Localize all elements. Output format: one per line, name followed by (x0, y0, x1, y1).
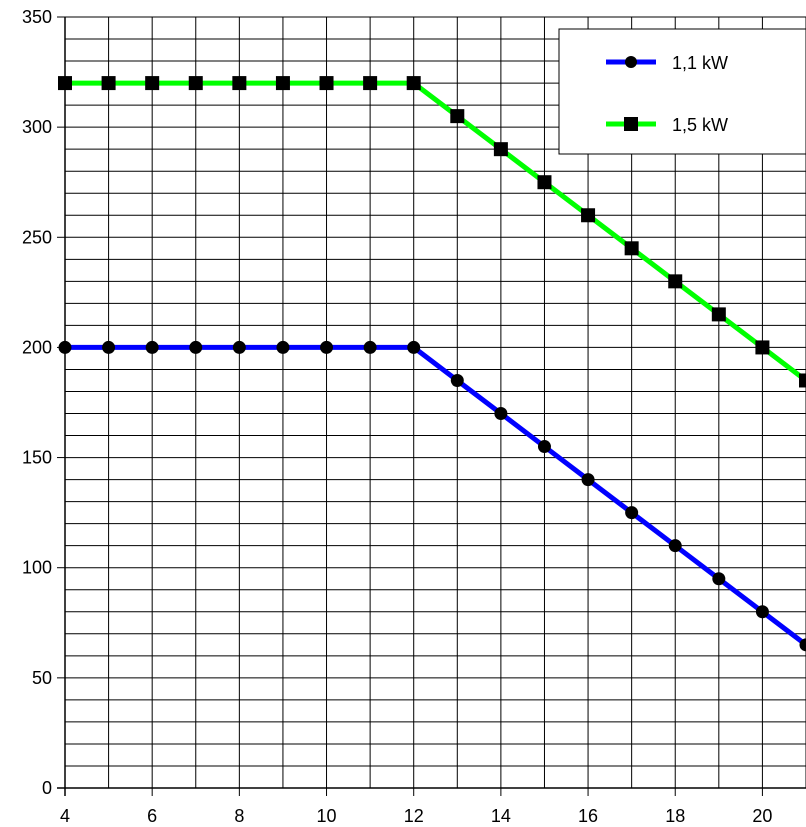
x-tick-label: 16 (578, 806, 598, 826)
data-point-1-1-kw (537, 440, 551, 454)
data-point-1-5-kw (363, 76, 378, 91)
series-line-1-1-kw (65, 344, 806, 647)
x-tick-label: 14 (491, 806, 511, 826)
data-point-1-1-kw (450, 373, 464, 387)
data-point-1-5-kw (581, 208, 596, 223)
data-point-1-5-kw (755, 340, 770, 355)
data-point-1-5-kw (101, 76, 116, 91)
x-tick-label: 12 (404, 806, 424, 826)
legend-marker-1-5-kw (624, 117, 638, 131)
data-point-1-5-kw (406, 76, 421, 91)
data-point-1-1-kw (189, 340, 203, 354)
legend-marker-1-1-kw (625, 56, 637, 68)
data-point-1-1-kw (581, 473, 595, 487)
x-tick-label: 6 (147, 806, 157, 826)
x-tick-label: 20 (752, 806, 772, 826)
data-point-1-5-kw (537, 175, 552, 190)
data-point-1-5-kw (232, 76, 247, 91)
data-point-1-5-kw (624, 241, 639, 256)
y-tick-label: 200 (22, 337, 52, 357)
x-tick-label: 18 (665, 806, 685, 826)
axes: 0 50 100 150 200 250 300 350 4 6 8 10 12 14 16 18 20 (22, 7, 806, 826)
x-tick-label: 8 (234, 806, 244, 826)
data-point-1-5-kw (450, 109, 465, 124)
series-line-1-5-kw (65, 80, 806, 383)
plot-series (58, 76, 806, 652)
data-point-1-5-kw (711, 307, 726, 322)
legend-label-1-5-kw: 1,5 kW (672, 115, 728, 135)
data-point-1-5-kw (668, 274, 683, 289)
data-point-1-1-kw (494, 407, 508, 421)
data-point-1-5-kw (275, 76, 290, 91)
y-tick-label: 250 (22, 227, 52, 247)
y-tick-label: 350 (22, 7, 52, 27)
x-tick-label: 10 (317, 806, 337, 826)
data-point-1-5-kw (188, 76, 203, 91)
y-tick-label: 100 (22, 558, 52, 578)
data-point-1-1-kw (668, 539, 682, 553)
y-tick-label: 300 (22, 117, 52, 137)
data-point-1-5-kw (319, 76, 334, 91)
data-point-1-5-kw (493, 142, 508, 157)
legend-box (558, 28, 806, 155)
y-tick-label: 150 (22, 448, 52, 468)
data-point-1-1-kw (755, 605, 769, 619)
data-point-1-5-kw (799, 373, 806, 388)
data-point-1-1-kw (276, 340, 290, 354)
data-point-1-5-kw (145, 76, 160, 91)
y-tick-label: 50 (32, 668, 52, 688)
data-point-1-1-kw (320, 340, 334, 354)
legend: 1,1 kW 1,5 kW (558, 28, 806, 155)
data-point-1-1-kw (145, 340, 159, 354)
data-point-1-1-kw (712, 572, 726, 586)
legend-label-1-1-kw: 1,1 kW (672, 53, 728, 73)
data-point-1-1-kw (625, 506, 639, 520)
data-point-1-1-kw (407, 340, 421, 354)
x-tick-label: 4 (60, 806, 70, 826)
data-point-1-1-kw (363, 340, 377, 354)
data-point-1-1-kw (102, 340, 116, 354)
y-tick-label: 0 (42, 778, 52, 798)
data-point-1-1-kw (232, 340, 246, 354)
data-point-1-1-kw (799, 638, 806, 652)
